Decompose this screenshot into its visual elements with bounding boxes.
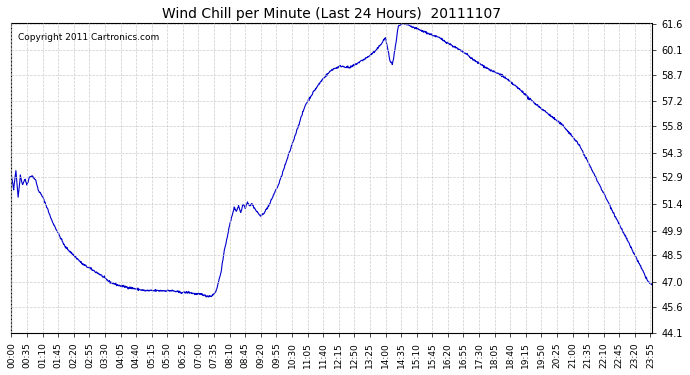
Text: Copyright 2011 Cartronics.com: Copyright 2011 Cartronics.com: [18, 33, 159, 42]
Title: Wind Chill per Minute (Last 24 Hours)  20111107: Wind Chill per Minute (Last 24 Hours) 20…: [162, 7, 502, 21]
